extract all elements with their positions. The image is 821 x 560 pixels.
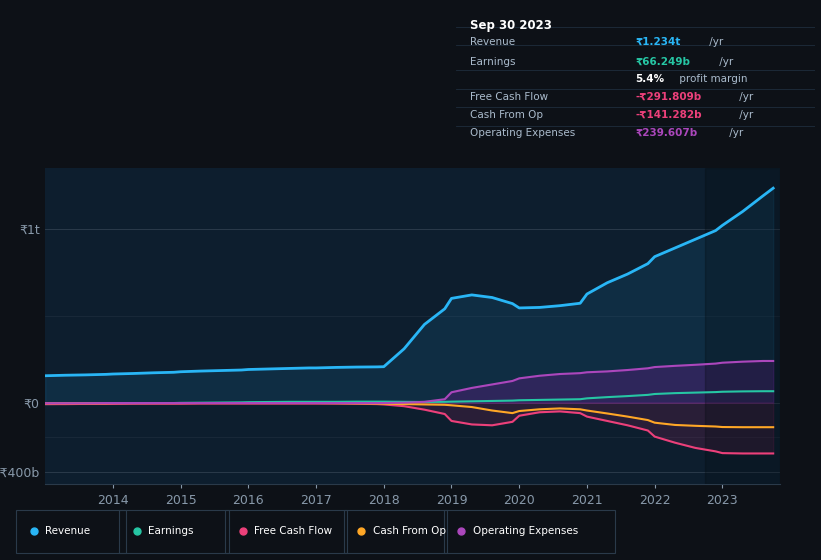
Text: /yr: /yr (736, 92, 754, 102)
Text: ₹239.607b: ₹239.607b (635, 128, 698, 138)
Text: -₹141.282b: -₹141.282b (635, 110, 702, 120)
Text: /yr: /yr (736, 110, 754, 120)
Text: ₹1.234t: ₹1.234t (635, 36, 681, 46)
Text: 5.4%: 5.4% (635, 74, 664, 83)
Text: Free Cash Flow: Free Cash Flow (470, 92, 548, 102)
Text: Free Cash Flow: Free Cash Flow (255, 526, 333, 535)
Text: Cash From Op: Cash From Op (373, 526, 446, 535)
Text: Cash From Op: Cash From Op (470, 110, 543, 120)
Text: Earnings: Earnings (470, 57, 516, 67)
Text: /yr: /yr (716, 57, 733, 67)
Text: /yr: /yr (726, 128, 743, 138)
Text: Revenue: Revenue (45, 526, 90, 535)
Text: Revenue: Revenue (470, 36, 515, 46)
Text: ₹66.249b: ₹66.249b (635, 57, 690, 67)
Text: Sep 30 2023: Sep 30 2023 (470, 19, 552, 32)
Text: -₹291.809b: -₹291.809b (635, 92, 702, 102)
Text: Earnings: Earnings (148, 526, 194, 535)
Text: Operating Expenses: Operating Expenses (470, 128, 576, 138)
Bar (705, 168, 780, 484)
Text: Operating Expenses: Operating Expenses (473, 526, 578, 535)
Text: /yr: /yr (706, 36, 723, 46)
Text: profit margin: profit margin (676, 74, 747, 83)
